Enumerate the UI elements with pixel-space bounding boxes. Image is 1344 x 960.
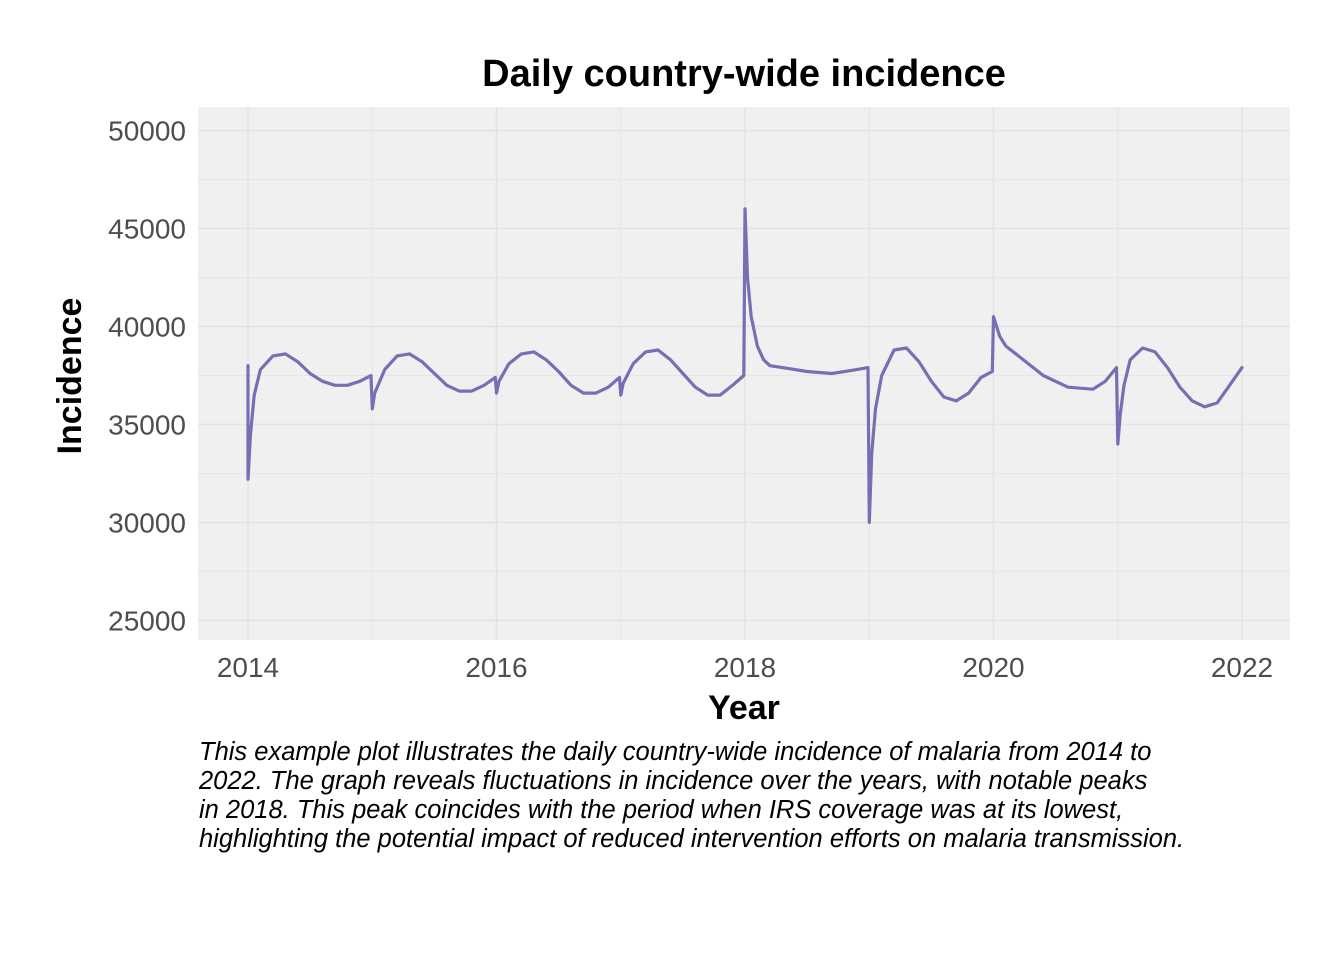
y-axis-title: Incidence [51, 298, 89, 455]
x-tick-label: 2022 [1211, 652, 1273, 683]
y-tick-label: 35000 [108, 409, 186, 440]
y-axis-ticks: 25000 30000 35000 40000 45000 50000 [108, 116, 186, 637]
series-layer [246, 207, 1244, 524]
caption-line: in 2018. This peak coincides with the pe… [199, 796, 1124, 824]
y-tick-label: 50000 [108, 116, 186, 147]
incidence-series-line [246, 207, 1244, 524]
caption-line: This example plot illustrates the daily … [199, 738, 1152, 766]
caption-line: highlighting the potential impact of red… [199, 825, 1185, 853]
y-tick-label: 40000 [108, 311, 186, 342]
x-tick-label: 2018 [714, 652, 776, 683]
caption-line: 2022. The graph reveals fluctuations in … [199, 767, 1148, 795]
y-tick-label: 45000 [108, 213, 186, 244]
x-axis-ticks: 2014 2016 2018 2020 2022 [217, 652, 1273, 683]
chart-title: Daily country-wide incidence [482, 53, 1006, 95]
x-tick-label: 2020 [962, 652, 1024, 683]
figure-caption: This example plot illustrates the daily … [199, 738, 1299, 854]
x-axis-title: Year [708, 689, 780, 727]
y-tick-label: 25000 [108, 605, 186, 636]
x-tick-label: 2016 [465, 652, 527, 683]
y-tick-label: 30000 [108, 507, 186, 538]
x-tick-label: 2014 [217, 652, 279, 683]
